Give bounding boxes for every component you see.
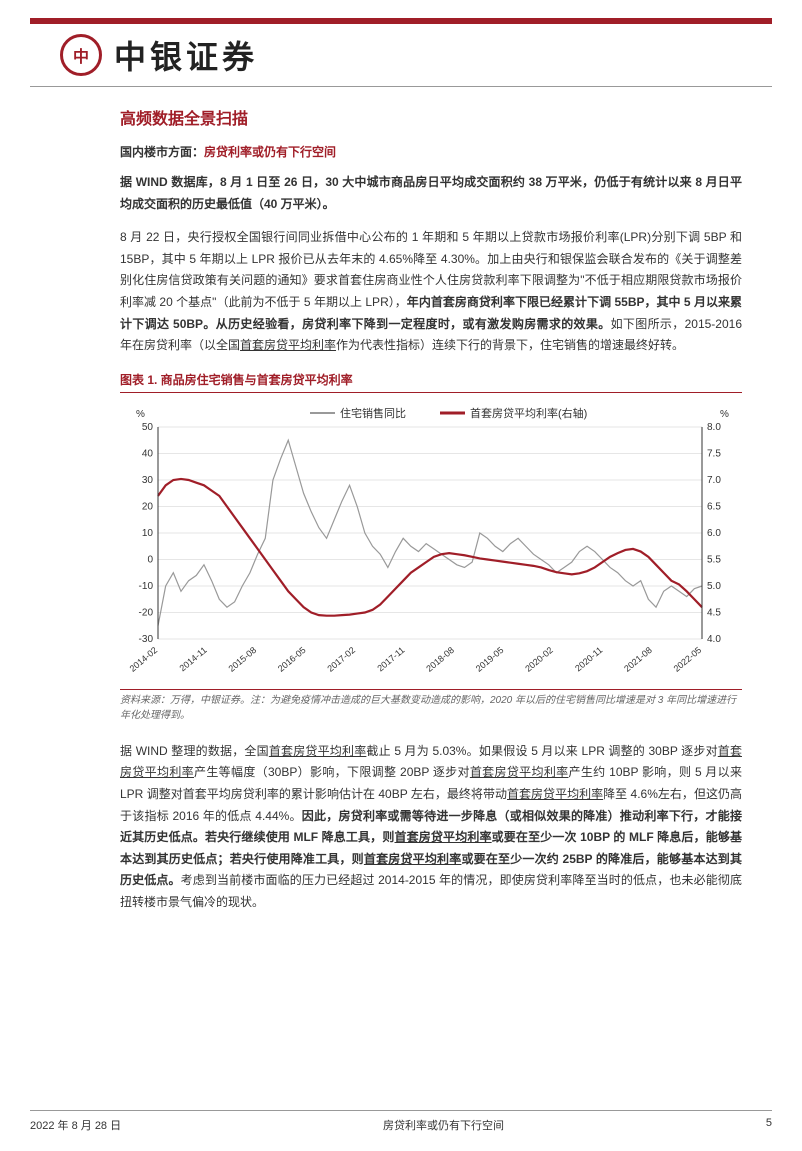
svg-text:0: 0 <box>147 554 153 565</box>
paragraph-3: 据 WIND 整理的数据，全国首套房贷平均利率截止 5 月为 5.03%。如果假… <box>120 741 742 914</box>
svg-text:%: % <box>720 409 729 420</box>
page-header: 中 中银证券 <box>30 24 772 87</box>
chart-title: 图表 1. 商品房住宅销售与首套房贷平均利率 <box>120 371 742 393</box>
svg-text:7.5: 7.5 <box>707 448 721 459</box>
p3-ul3: 首套房贷平均利率 <box>470 765 569 779</box>
svg-text:2020-02: 2020-02 <box>523 645 555 674</box>
svg-text:6.0: 6.0 <box>707 528 721 539</box>
chart-svg: -30 -20 -10 0 10 20 30 40 50 4.0 4.5 5.0 5.5 6.0 6.5 7.… <box>120 399 740 689</box>
subtitle-line: 国内楼市方面：房贷利率或仍有下行空间 <box>120 143 742 160</box>
p3-bold-ul: 首套房贷平均利率 <box>394 830 491 844</box>
main-content: 高频数据全景扫描 国内楼市方面：房贷利率或仍有下行空间 据 WIND 数据库，8… <box>0 87 802 914</box>
svg-text:30: 30 <box>142 475 154 486</box>
p3-ul1: 首套房贷平均利率 <box>269 744 367 758</box>
svg-text:2018-08: 2018-08 <box>424 645 456 674</box>
svg-text:50: 50 <box>142 422 154 433</box>
footer-title: 房贷利率或仍有下行空间 <box>383 1117 504 1133</box>
svg-text:20: 20 <box>142 501 154 512</box>
brand-logo-icon: 中 <box>60 34 102 76</box>
svg-text:2017-11: 2017-11 <box>375 645 406 673</box>
svg-text:8.0: 8.0 <box>707 422 721 433</box>
svg-text:2014-11: 2014-11 <box>178 645 209 673</box>
p2-underline: 首套房贷平均利率 <box>240 338 336 352</box>
svg-text:5.0: 5.0 <box>707 581 721 592</box>
svg-text:住宅销售同比: 住宅销售同比 <box>340 406 406 420</box>
paragraph-bold-1: 据 WIND 数据库，8 月 1 日至 26 日，30 大中城市商品房日平均成交… <box>120 172 742 215</box>
svg-text:-20: -20 <box>139 607 154 618</box>
svg-text:7.0: 7.0 <box>707 475 721 486</box>
paragraph-2: 8 月 22 日，央行授权全国银行间同业拆借中心公布的 1 年期和 5 年期以上… <box>120 227 742 357</box>
svg-text:2019-05: 2019-05 <box>474 645 506 674</box>
p2-text-d: 作为代表性指标）连续下行的背景下，住宅销售的增速最终好转。 <box>336 338 684 352</box>
subtitle-highlight: 房贷利率或仍有下行空间 <box>204 145 336 159</box>
footer-date: 2022 年 8 月 28 日 <box>30 1117 121 1133</box>
svg-text:4.0: 4.0 <box>707 634 721 645</box>
chart-figure-1: -30 -20 -10 0 10 20 30 40 50 4.0 4.5 5.0 5.5 6.0 6.5 7.… <box>120 399 742 689</box>
chart-source-note: 资料来源：万得，中银证券。注：为避免疫情冲击造成的巨大基数变动造成的影响，202… <box>120 689 742 723</box>
subtitle-label: 国内楼市方面： <box>120 145 204 159</box>
svg-text:2014-02: 2014-02 <box>128 645 160 674</box>
logo-glyph: 中 <box>73 43 89 67</box>
svg-text:首套房贷平均利率(右轴): 首套房贷平均利率(右轴) <box>470 406 587 420</box>
svg-text:2015-08: 2015-08 <box>226 645 258 674</box>
svg-text:2022-05: 2022-05 <box>672 645 704 674</box>
section-title: 高频数据全景扫描 <box>120 105 742 129</box>
svg-text:%: % <box>136 409 145 420</box>
svg-text:-30: -30 <box>139 634 154 645</box>
svg-text:2017-02: 2017-02 <box>325 645 357 674</box>
svg-text:6.5: 6.5 <box>707 501 721 512</box>
p3-a: 据 WIND 整理的数据，全国 <box>120 744 269 758</box>
svg-text:10: 10 <box>142 528 154 539</box>
footer-page-number: 5 <box>766 1117 772 1133</box>
svg-text:-10: -10 <box>139 581 154 592</box>
p3-bold-ul2: 首套房贷平均利率 <box>364 852 462 866</box>
p3-ul4: 首套房贷平均利率 <box>507 787 603 801</box>
svg-text:2020-11: 2020-11 <box>573 645 604 673</box>
p3-b: 截止 5 月为 5.03%。如果假设 5 月以来 LPR 调整的 30BP 逐步… <box>366 744 717 758</box>
p3-c: 产生等幅度（30BP）影响，下限调整 20BP 逐步对 <box>194 765 470 779</box>
svg-text:4.5: 4.5 <box>707 607 721 618</box>
svg-text:5.5: 5.5 <box>707 554 721 565</box>
brand-name: 中银证券 <box>114 32 258 78</box>
svg-text:2016-05: 2016-05 <box>276 645 308 674</box>
svg-text:40: 40 <box>142 448 154 459</box>
p3-f: 考虑到当前楼市面临的压力已经超过 2014-2015 年的情况，即使房贷利率降至… <box>120 873 742 909</box>
svg-text:2021-08: 2021-08 <box>622 645 654 674</box>
page-footer: 2022 年 8 月 28 日 房贷利率或仍有下行空间 5 <box>30 1110 772 1133</box>
